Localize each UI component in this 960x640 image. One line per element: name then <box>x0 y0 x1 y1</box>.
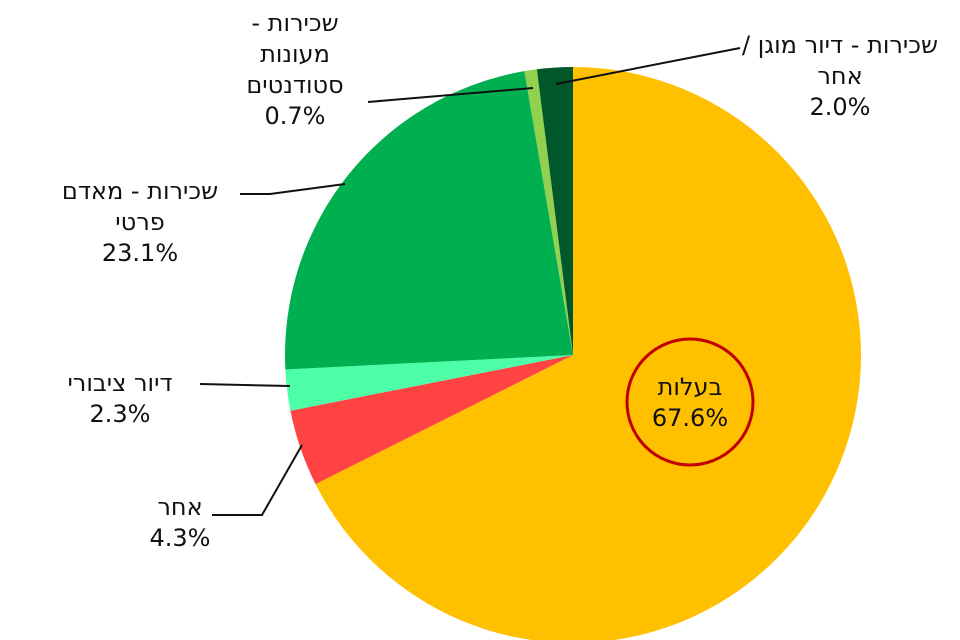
slice-label: אחר 4.3% <box>110 492 250 554</box>
leader-line <box>240 183 346 195</box>
slice-value: 67.6% <box>651 404 729 432</box>
slice-value: 2.0% <box>809 93 871 121</box>
pie-slice <box>285 71 573 370</box>
slice-name: אחר <box>157 493 203 521</box>
pie-slice <box>524 69 573 355</box>
slice-label: שכירות - דיור מוגן / אחר 2.0% <box>735 30 945 123</box>
slice-name: שכירות - מעונות סטודנטים <box>246 9 344 99</box>
slice-value: 23.1% <box>101 239 179 267</box>
slice-value: 2.3% <box>89 400 151 428</box>
slice-label: שכירות - מאדם פרטי 23.1% <box>40 176 240 269</box>
slice-label: דיור ציבורי 2.3% <box>30 368 210 430</box>
slice-value: 0.7% <box>264 102 326 130</box>
pie-slice <box>536 67 573 355</box>
slice-name: שכירות - מאדם פרטי <box>61 177 219 236</box>
leader-line <box>212 444 303 516</box>
slice-name: שכירות - דיור מוגן / אחר <box>741 31 938 90</box>
leader-line <box>199 383 291 387</box>
slice-label: בעלות 67.6% <box>628 372 752 434</box>
pie-slice <box>285 355 573 411</box>
highlight-circle <box>625 337 755 467</box>
slice-name: דיור ציבורי <box>67 369 173 397</box>
pie-slice <box>290 355 573 485</box>
slice-label: שכירות - מעונות סטודנטים 0.7% <box>215 8 375 132</box>
leader-line <box>367 87 534 103</box>
slice-name: בעלות <box>657 373 723 401</box>
leader-line <box>555 47 741 85</box>
pie-slice <box>315 67 861 640</box>
slice-value: 4.3% <box>149 524 211 552</box>
